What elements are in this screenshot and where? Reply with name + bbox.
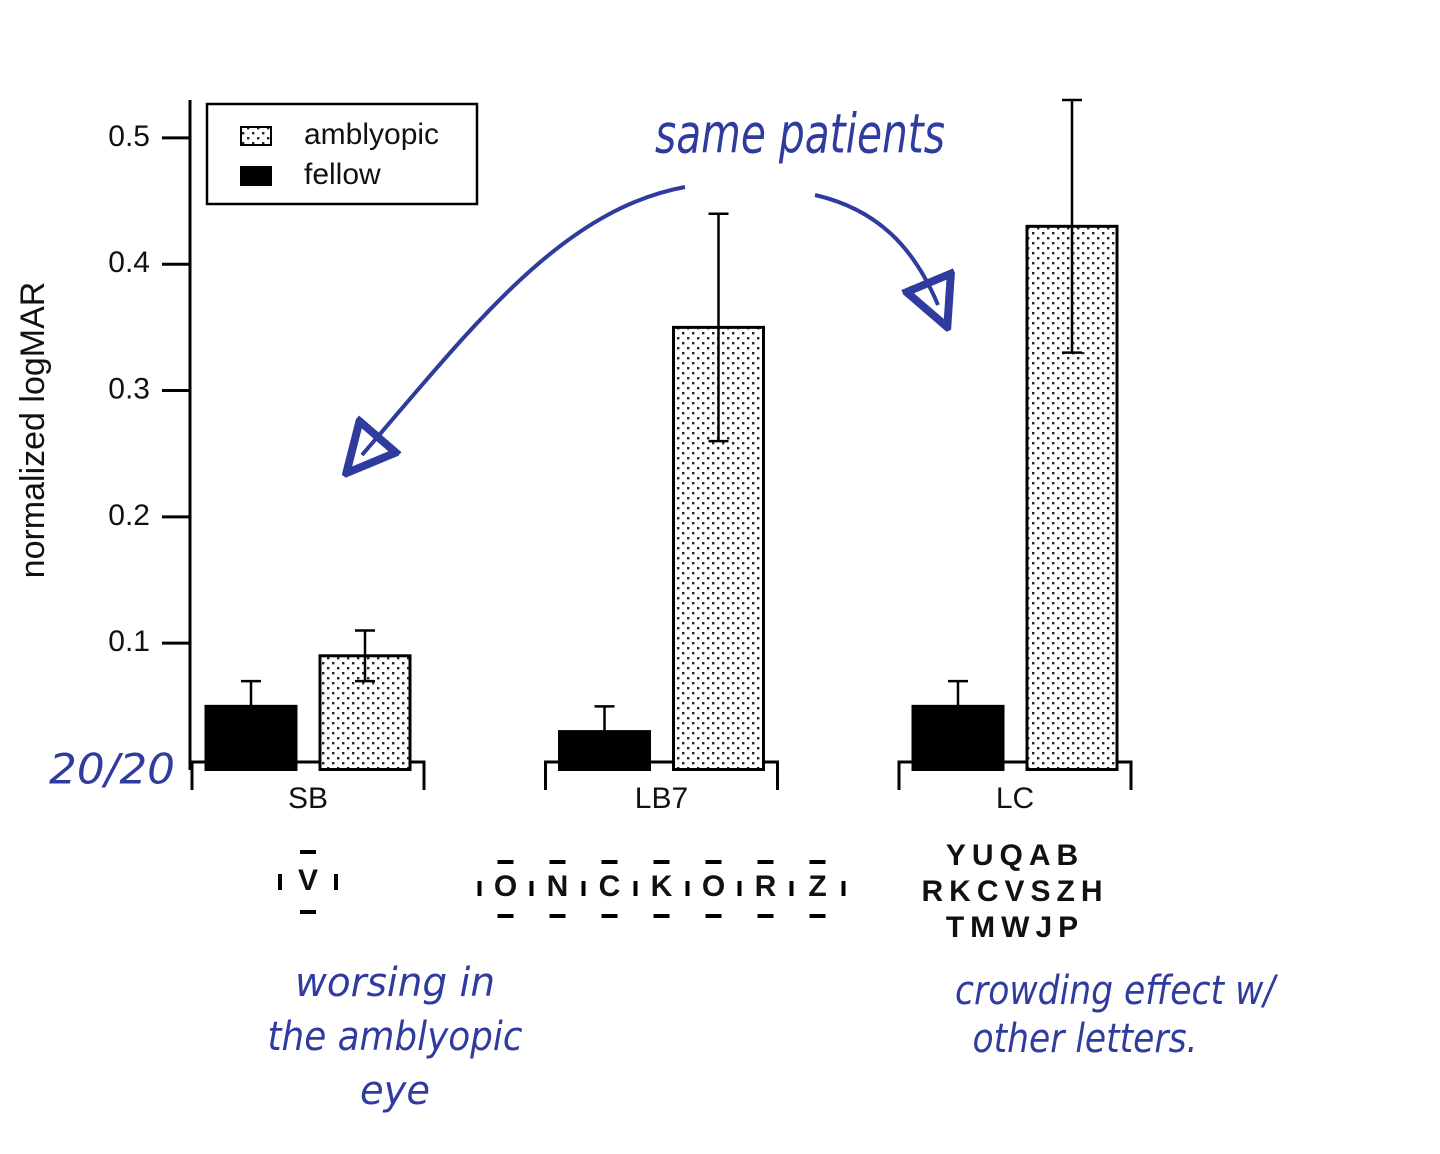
legend-swatch: [240, 166, 272, 186]
stimulus-letter: O: [702, 870, 725, 903]
stimulus-letter: O: [494, 870, 517, 903]
x-tick-label: LB7: [635, 782, 688, 815]
legend-swatch: [240, 126, 272, 146]
annotation: the amblyopic: [268, 1014, 523, 1060]
y-tick-label: 0.1: [108, 625, 150, 658]
arrow: [362, 185, 686, 455]
x-tick-label: SB: [288, 782, 328, 815]
stimulus-letter: C: [599, 870, 621, 903]
x-tick-label: LC: [996, 782, 1034, 815]
x-axis-bracket: [544, 760, 779, 790]
stimulus-letter: Z: [808, 870, 826, 903]
legend-label: amblyopic: [304, 118, 439, 151]
annotation: other letters.: [973, 1016, 1198, 1062]
stimulus-row: RKCVSZH: [921, 875, 1108, 908]
y-tick-label: 0.3: [108, 372, 150, 405]
annotation: worsing in: [295, 960, 495, 1006]
annotation: same patients: [655, 103, 945, 166]
annotation: crowding effect w/: [955, 968, 1279, 1014]
legend-label: fellow: [304, 158, 381, 191]
y-tick-label: 0.4: [108, 246, 150, 279]
annotation: 20/20: [49, 745, 175, 794]
y-tick-label: 0.5: [108, 120, 150, 153]
x-axis-bracket: [190, 760, 426, 790]
y-tick-label: 0.2: [108, 499, 150, 532]
stimulus-row: YUQAB: [946, 839, 1084, 872]
annotation: eye: [360, 1068, 430, 1114]
stimulus-letter: R: [755, 870, 777, 903]
stimulus-letter: K: [651, 870, 673, 903]
legend-box: [205, 102, 479, 206]
stimulus-letter: V: [298, 864, 318, 897]
x-axis-bracket: [897, 760, 1133, 790]
y-axis-label: normalized logMAR: [14, 282, 52, 579]
stimulus-row: TMWJP: [946, 911, 1084, 944]
stimulus-letter: N: [547, 870, 569, 903]
arrow: [814, 193, 938, 305]
